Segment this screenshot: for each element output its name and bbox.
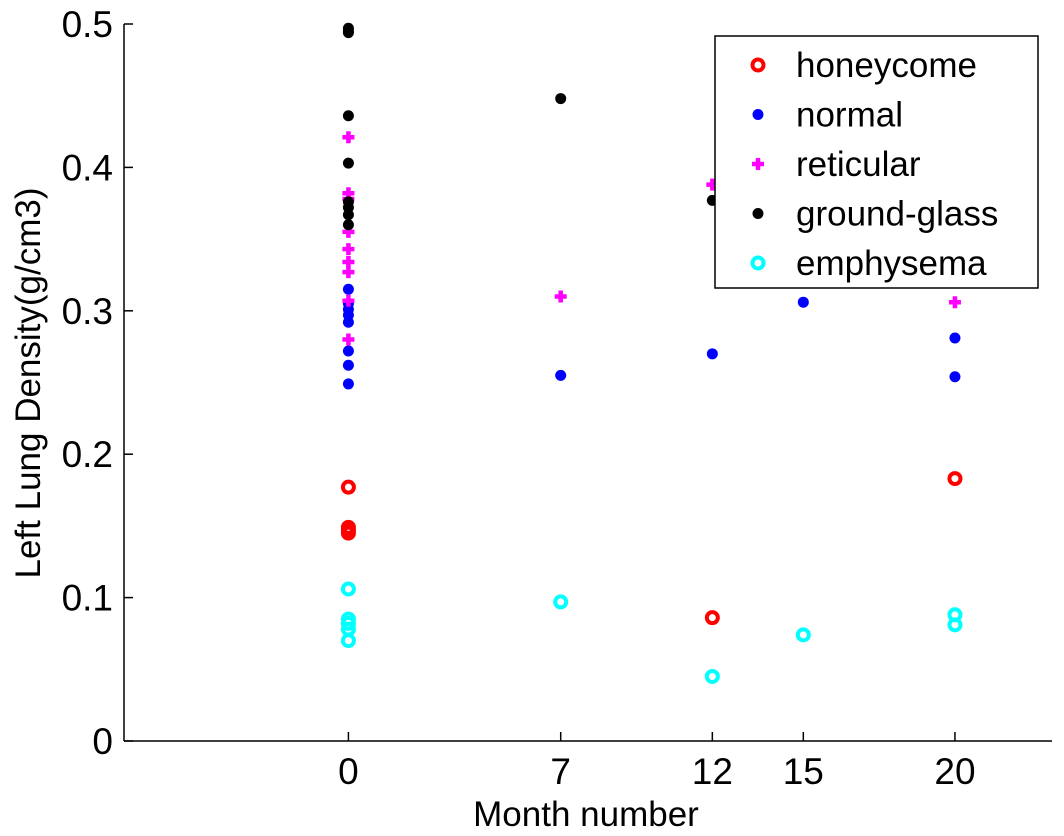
data-point <box>340 525 356 541</box>
series-normal <box>342 283 961 390</box>
legend-marker <box>752 208 764 219</box>
y-tick-label: 0.5 <box>62 4 113 45</box>
x-axis-title: Month number <box>473 795 699 834</box>
series-honeycome <box>340 471 963 626</box>
data-point <box>947 471 963 487</box>
legend: honeycome normal reticular ground-glass emph… <box>714 35 1039 289</box>
x-tick-label: 12 <box>692 751 733 792</box>
legend-item: normal <box>752 96 903 135</box>
legend-marker <box>752 158 764 170</box>
data-point <box>555 369 567 381</box>
data-point <box>342 294 355 307</box>
legend-item: honeycome <box>750 46 977 85</box>
data-point <box>795 627 811 643</box>
data-point <box>706 348 718 360</box>
y-tick-label: 0 <box>92 721 113 762</box>
data-point <box>704 610 720 626</box>
data-point <box>340 633 356 649</box>
data-point <box>342 243 355 256</box>
data-point <box>342 345 354 357</box>
data-point <box>554 290 567 303</box>
legend-label: reticular <box>796 145 921 184</box>
data-point <box>342 131 355 144</box>
data-points <box>340 22 963 684</box>
x-tick-label: 15 <box>783 751 824 792</box>
legend-marker <box>750 57 766 73</box>
axes <box>123 24 1052 742</box>
y-tick-label: 0.1 <box>62 578 113 619</box>
data-point <box>342 27 354 39</box>
data-point <box>340 615 356 631</box>
y-ticks: 0 0.1 0.2 0.3 0.4 0.5 <box>62 4 133 762</box>
legend-label: normal <box>796 96 903 135</box>
data-point <box>949 332 961 344</box>
data-point <box>342 316 354 328</box>
data-point <box>342 283 354 295</box>
legend-marker <box>752 109 764 120</box>
legend-item: ground-glass <box>752 195 998 234</box>
data-point <box>342 157 354 169</box>
data-point <box>342 219 354 231</box>
legend-label: emphysema <box>796 244 987 283</box>
data-point <box>797 296 809 308</box>
data-point <box>340 581 356 597</box>
legend-item: emphysema <box>750 244 987 283</box>
legend-marker <box>750 255 766 271</box>
series-reticular <box>342 131 961 346</box>
y-tick-label: 0.4 <box>62 147 113 188</box>
series-ground-glass <box>342 22 718 231</box>
x-tick-label: 7 <box>550 751 571 792</box>
data-point <box>555 93 567 105</box>
data-point <box>342 378 354 390</box>
legend-box <box>714 35 1039 289</box>
legend-label: ground-glass <box>796 195 998 234</box>
x-tick-label: 20 <box>934 751 975 792</box>
data-point <box>949 371 961 383</box>
data-point <box>342 359 354 371</box>
data-point <box>342 333 355 346</box>
data-point <box>704 668 720 684</box>
data-point <box>342 256 355 269</box>
data-point <box>948 296 961 309</box>
legend-label: honeycome <box>796 46 977 85</box>
y-axis-title: Left Lung Density(g/cm3) <box>9 187 48 578</box>
x-tick-label: 0 <box>338 751 359 792</box>
data-point <box>342 209 354 221</box>
data-point <box>342 266 355 279</box>
data-point <box>947 617 963 633</box>
x-ticks: 0 7 12 15 20 <box>338 732 976 792</box>
y-tick-label: 0.3 <box>62 291 113 332</box>
legend-item: reticular <box>752 145 921 184</box>
data-point <box>340 479 356 495</box>
y-tick-label: 0.2 <box>62 434 113 475</box>
series-emphysema <box>340 581 963 684</box>
data-point <box>553 594 569 610</box>
data-point <box>342 110 354 122</box>
